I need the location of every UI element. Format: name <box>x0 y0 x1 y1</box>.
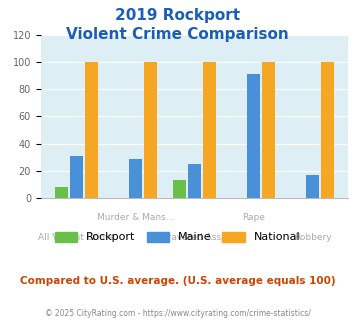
Bar <box>321 62 334 198</box>
Text: © 2025 CityRating.com - https://www.cityrating.com/crime-statistics/: © 2025 CityRating.com - https://www.city… <box>45 309 310 317</box>
Bar <box>188 164 201 198</box>
Bar <box>203 62 215 198</box>
Bar <box>70 156 83 198</box>
Bar <box>143 62 157 198</box>
Text: Aggravated Assault: Aggravated Assault <box>150 233 239 242</box>
Text: Rape: Rape <box>242 213 265 222</box>
Bar <box>84 62 98 198</box>
Bar <box>55 187 68 198</box>
Text: 2019 Rockport: 2019 Rockport <box>115 8 240 23</box>
Bar <box>129 158 142 198</box>
Legend: Rockport, Maine, National: Rockport, Maine, National <box>50 227 305 247</box>
Text: Violent Crime Comparison: Violent Crime Comparison <box>66 27 289 42</box>
Bar <box>247 74 260 198</box>
Text: Murder & Mans...: Murder & Mans... <box>97 213 174 222</box>
Bar <box>262 62 275 198</box>
Text: Robbery: Robbery <box>294 233 331 242</box>
Text: All Violent Crime: All Violent Crime <box>38 233 114 242</box>
Text: Compared to U.S. average. (U.S. average equals 100): Compared to U.S. average. (U.S. average … <box>20 276 335 285</box>
Bar <box>173 180 186 198</box>
Bar <box>306 175 319 198</box>
